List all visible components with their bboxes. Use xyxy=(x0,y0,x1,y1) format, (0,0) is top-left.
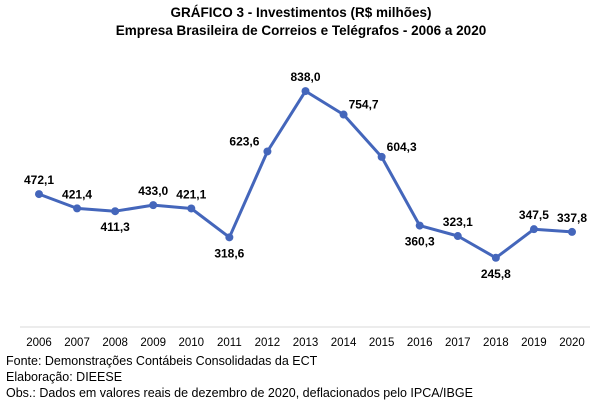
data-point xyxy=(149,201,158,210)
data-point xyxy=(35,190,43,199)
x-tick-label: 2015 xyxy=(369,337,395,349)
data-label: 421,1 xyxy=(176,187,206,201)
x-tick-label: 2018 xyxy=(483,337,509,349)
obs-note: Obs.: Dados em valores reais de dezembro… xyxy=(6,386,473,400)
x-tick-label: 2019 xyxy=(521,337,547,349)
data-label: 472,1 xyxy=(24,173,54,187)
x-tick-label: 2013 xyxy=(293,337,319,349)
data-point xyxy=(568,227,576,236)
data-point xyxy=(225,233,234,242)
x-tick-label: 2010 xyxy=(178,337,204,349)
x-tick-label: 2011 xyxy=(217,337,242,349)
data-point xyxy=(339,110,348,119)
data-point xyxy=(187,204,196,213)
data-label: 337,8 xyxy=(557,211,587,225)
data-point xyxy=(301,87,310,96)
x-tick-label: 2012 xyxy=(255,337,281,349)
data-label: 323,1 xyxy=(443,215,473,229)
data-point xyxy=(453,232,462,241)
chart-subtitle: Empresa Brasileira de Correios e Telégra… xyxy=(115,23,487,38)
x-tick-label: 2008 xyxy=(102,337,128,349)
x-tick-label: 2007 xyxy=(64,337,90,349)
data-label: 360,3 xyxy=(405,235,435,249)
elaboration-note: Elaboração: DIEESE xyxy=(6,370,123,384)
x-tick-label: 2020 xyxy=(559,337,585,349)
data-point xyxy=(377,152,386,161)
data-label: 433,0 xyxy=(138,184,168,198)
data-label: 421,4 xyxy=(62,187,92,201)
data-label: 347,5 xyxy=(519,208,549,222)
x-tick-label: 2009 xyxy=(140,337,166,349)
data-label: 318,6 xyxy=(214,246,244,260)
x-tick-label: 2017 xyxy=(445,337,471,349)
data-point xyxy=(73,204,82,213)
data-label: 623,6 xyxy=(229,134,259,148)
chart-title: GRÁFICO 3 - Investimentos (R$ milhões) xyxy=(170,5,432,20)
data-label: 245,8 xyxy=(481,267,511,281)
data-point xyxy=(111,207,120,216)
data-label: 411,3 xyxy=(100,220,130,234)
data-point xyxy=(415,221,424,230)
data-point xyxy=(263,147,272,156)
chart-notes: Fonte: Demonstrações Contábeis Consolida… xyxy=(6,353,473,401)
source-note: Fonte: Demonstrações Contábeis Consolida… xyxy=(6,354,318,368)
line-chart: 2006 2007 2008 2009 2010 2011 2012 2013 2014 2015… xyxy=(20,70,590,349)
data-label: 838,0 xyxy=(290,70,320,84)
x-tick-label: 2014 xyxy=(331,337,357,349)
data-label: 604,3 xyxy=(387,140,417,154)
data-point xyxy=(491,253,500,262)
x-tick-label: 2006 xyxy=(26,337,52,349)
data-label: 754,7 xyxy=(349,98,379,112)
data-point xyxy=(529,225,538,234)
x-tick-label: 2016 xyxy=(407,337,433,349)
